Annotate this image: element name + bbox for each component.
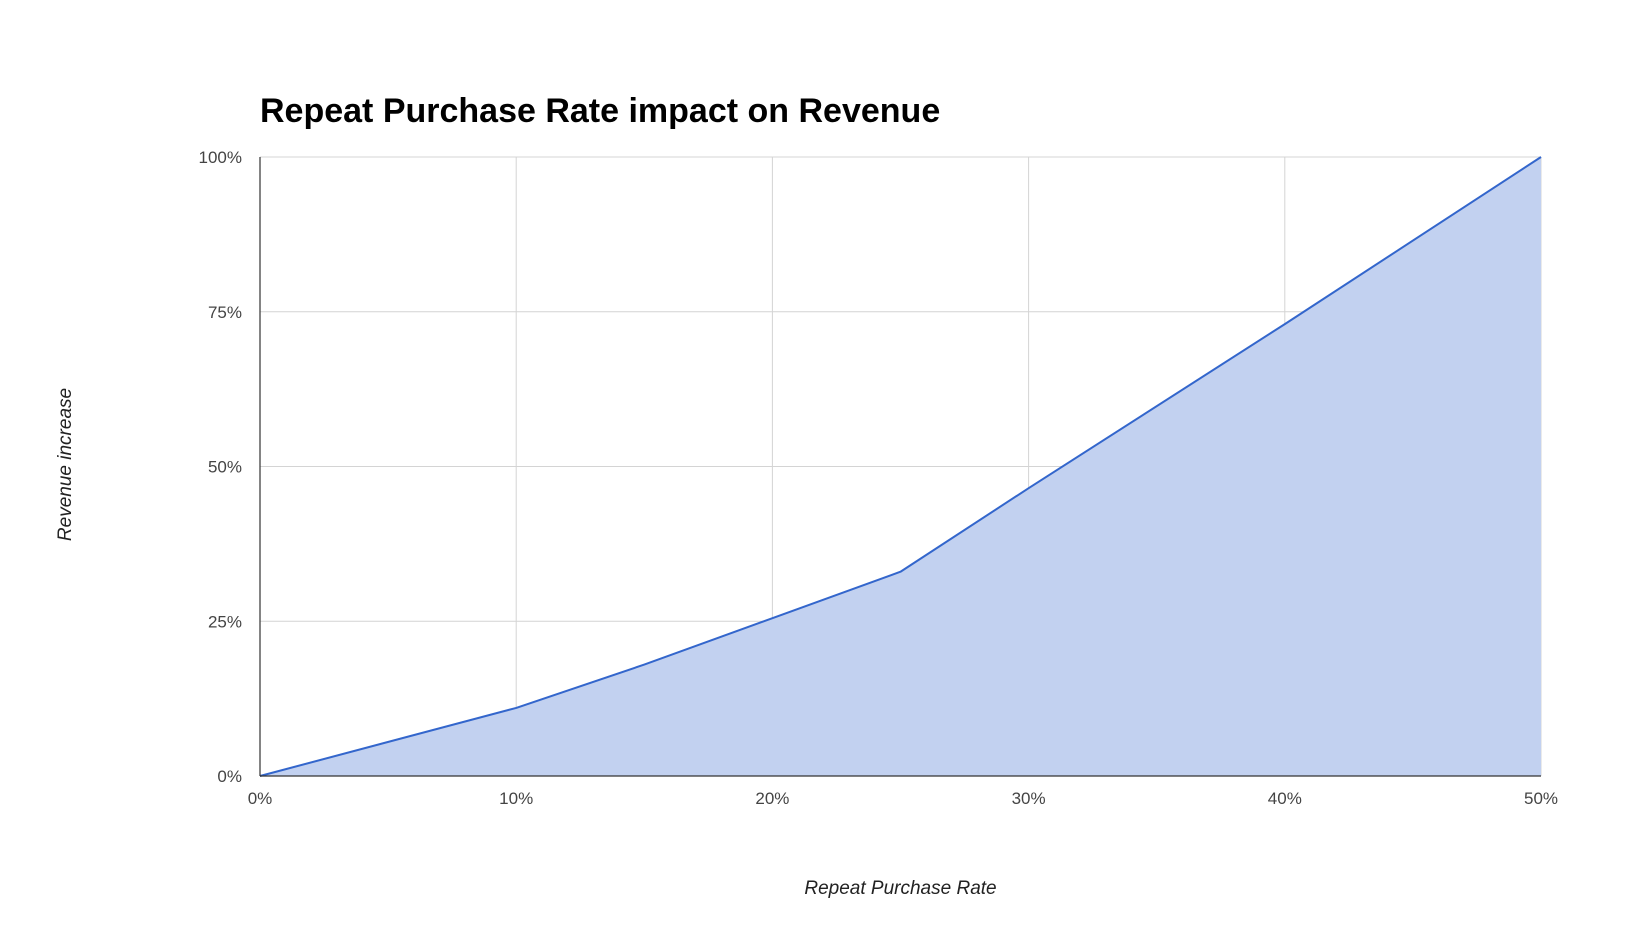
axes bbox=[259, 157, 1541, 777]
series-line bbox=[259, 156, 1542, 777]
y-tick-label: 25% bbox=[208, 612, 242, 631]
y-axis-ticks: 0% 25% 50% 75% 100% bbox=[199, 148, 242, 786]
y-axis-label: Revenue increase bbox=[55, 388, 76, 541]
y-tick-label: 75% bbox=[208, 303, 242, 322]
y-tick-label: 0% bbox=[217, 767, 242, 786]
chart-title: Repeat Purchase Rate impact on Revenue bbox=[260, 92, 940, 130]
x-tick-label: 50% bbox=[1524, 789, 1558, 808]
x-axis-label: Repeat Purchase Rate bbox=[804, 878, 996, 899]
x-tick-label: 30% bbox=[1012, 789, 1046, 808]
y-tick-label: 100% bbox=[199, 148, 242, 167]
area-fill bbox=[260, 157, 1541, 776]
x-tick-label: 20% bbox=[755, 789, 789, 808]
x-tick-label: 10% bbox=[499, 789, 533, 808]
x-tick-label: 0% bbox=[248, 789, 273, 808]
x-tick-label: 40% bbox=[1268, 789, 1302, 808]
y-tick-label: 50% bbox=[208, 458, 242, 477]
x-axis-ticks: 0% 10% 20% 30% 40% 50% bbox=[248, 789, 1558, 808]
